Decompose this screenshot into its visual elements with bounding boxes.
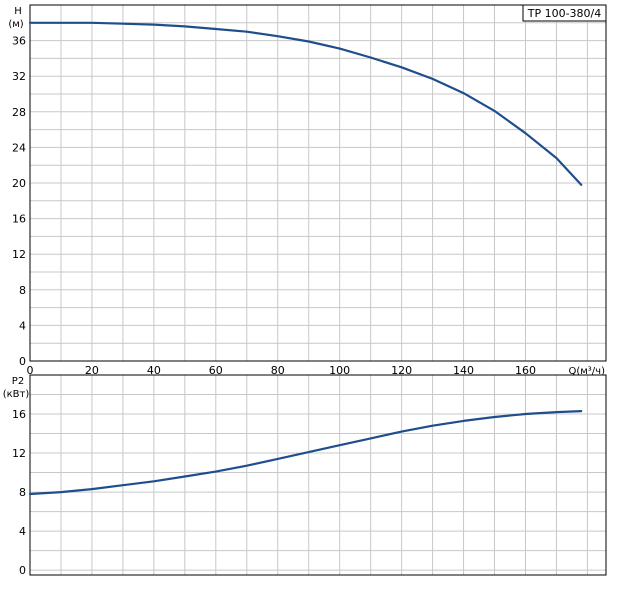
y-tick-label: 12: [12, 447, 26, 460]
y-tick-label: 0: [19, 564, 26, 577]
x-tick-label: 0: [27, 364, 34, 377]
x-tick-label: 80: [271, 364, 285, 377]
x-tick-label: 20: [85, 364, 99, 377]
x-tick-label: 160: [515, 364, 536, 377]
y-tick-label: 12: [12, 248, 26, 261]
y-tick-label: 8: [19, 486, 26, 499]
y-tick-label: 32: [12, 70, 26, 83]
plot-frame: [29, 374, 607, 576]
x-tick-label: 40: [147, 364, 161, 377]
power-panel: 0 4 8 12 16 P2 (кВт): [3, 374, 607, 577]
x-tick-label: 60: [209, 364, 223, 377]
y-axis-label: H: [14, 6, 22, 17]
y-axis-unit: (м): [8, 19, 23, 30]
y-tick-label: 24: [12, 141, 26, 154]
x-axis-label: Q(м³/ч): [568, 366, 605, 377]
y-tick-label: 0: [19, 355, 26, 368]
y-tick-label: 36: [12, 35, 26, 48]
y-tick-label: 28: [12, 106, 26, 119]
head-panel: 0 4 8 12 16 20 24 28 32 36 H (м) 0 20 40 60 80 100 120 140 1…: [8, 4, 607, 377]
x-tick-label: 100: [329, 364, 350, 377]
plot-frame: [29, 4, 607, 362]
series-line: [28, 410, 583, 496]
y-tick-label: 8: [19, 284, 26, 297]
y-tick-label: 16: [12, 408, 26, 421]
legend-label: TP 100-380/4: [527, 7, 602, 20]
y-axis-unit: (кВт): [3, 389, 30, 400]
x-tick-label: 120: [391, 364, 412, 377]
y-axis-label: P2: [12, 376, 24, 387]
series-line: [28, 21, 583, 186]
y-tick-label: 16: [12, 213, 26, 226]
legend-box: [522, 4, 607, 22]
y-tick-label: 4: [19, 319, 26, 332]
y-tick-label: 20: [12, 177, 26, 190]
x-tick-label: 140: [453, 364, 474, 377]
y-tick-label: 4: [19, 525, 26, 538]
